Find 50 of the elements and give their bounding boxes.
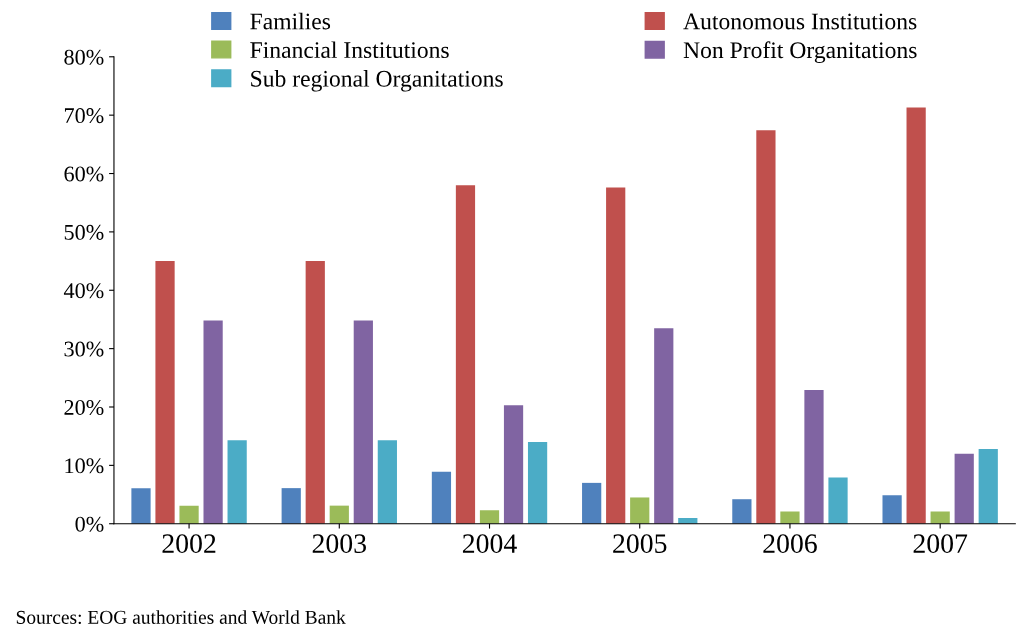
bar bbox=[804, 390, 824, 524]
y-tick-label: 60% bbox=[64, 166, 104, 182]
bar bbox=[527, 442, 548, 524]
bar bbox=[882, 495, 902, 524]
legend-label: Non Profit Organitations bbox=[683, 41, 917, 64]
bar bbox=[227, 440, 247, 524]
bar bbox=[329, 505, 349, 524]
bar bbox=[479, 510, 500, 524]
source-note: Sources: EOG authorities and World Bank bbox=[16, 610, 346, 624]
y-tick-label: 20% bbox=[64, 399, 104, 415]
bar bbox=[978, 449, 998, 524]
x-tick-label: 2002 bbox=[162, 534, 216, 553]
bar bbox=[455, 185, 476, 524]
bar bbox=[179, 505, 199, 524]
bar bbox=[377, 440, 397, 524]
bar bbox=[305, 261, 325, 524]
x-tick-label: 2006 bbox=[763, 534, 817, 553]
legend-label: Financial Institutions bbox=[250, 41, 449, 59]
bar bbox=[828, 477, 848, 524]
y-tick-label: 30% bbox=[64, 341, 104, 357]
bar bbox=[353, 320, 373, 524]
bar bbox=[930, 511, 950, 524]
bar bbox=[756, 130, 776, 524]
x-tick-label: 2003 bbox=[312, 534, 366, 553]
bar bbox=[431, 471, 452, 524]
x-tick-label: 2007 bbox=[913, 534, 968, 553]
legend-label: Families bbox=[250, 12, 331, 30]
bar bbox=[954, 453, 974, 524]
bar bbox=[906, 107, 926, 524]
x-tick-label: 2005 bbox=[613, 534, 667, 553]
legend-label: Sub regional Organitations bbox=[251, 70, 503, 92]
bar bbox=[606, 187, 626, 524]
y-tick-label: 40% bbox=[63, 283, 104, 299]
bar bbox=[155, 261, 175, 524]
y-tick-label: 50% bbox=[64, 224, 104, 240]
bar bbox=[780, 511, 800, 524]
bar bbox=[203, 320, 223, 524]
y-tick-label: 70% bbox=[64, 108, 104, 124]
bar bbox=[654, 328, 674, 524]
bar bbox=[281, 488, 301, 524]
y-tick-label: 0% bbox=[75, 516, 104, 532]
y-tick-label: 10% bbox=[65, 458, 104, 474]
bar bbox=[732, 499, 752, 524]
legend-label: Autonomous Institutions bbox=[683, 13, 917, 30]
bar bbox=[131, 488, 151, 524]
bar bbox=[582, 482, 602, 524]
bar bbox=[503, 405, 524, 524]
bar bbox=[630, 497, 650, 524]
y-tick-label: 80% bbox=[64, 49, 104, 65]
x-tick-label: 2004 bbox=[462, 534, 517, 553]
